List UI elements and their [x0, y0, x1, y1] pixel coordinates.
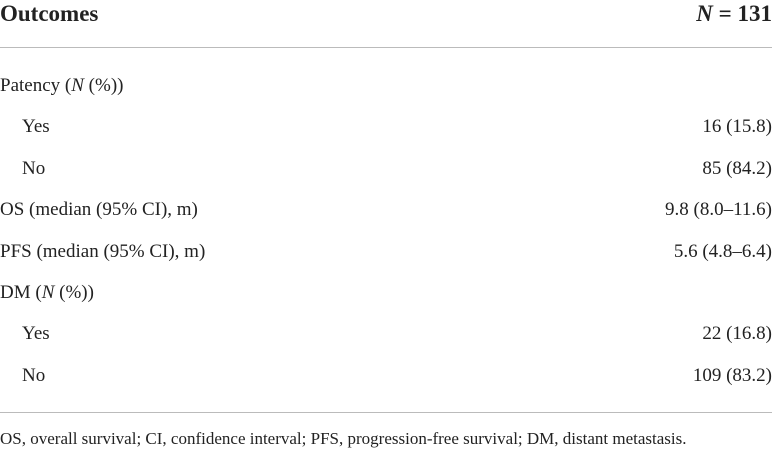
- row-label: Yes: [22, 116, 50, 138]
- row-value: 16 (15.8): [702, 116, 772, 138]
- table-body: Patency (N (%)) Yes 16 (15.8) No 85 (84.2) OS…: [0, 65, 772, 396]
- row-value: 109 (83.2): [692, 364, 772, 386]
- table-row: Patency (N (%)): [0, 65, 772, 106]
- footnote: OS, overall survival; CI, confidence int…: [0, 429, 687, 449]
- row-value: 85 (84.2): [702, 157, 772, 179]
- rule: [0, 412, 772, 414]
- row-value: 5.6 (4.8–6.4): [673, 240, 772, 262]
- header-cell: Outcomes: [0, 1, 99, 26]
- table-row: PFS (median (95% CI), m) 5.6 (4.8–6.4): [0, 231, 772, 272]
- table: Outcomes N = 131 Patency (N (%)) Yes 16 (1…: [0, 0, 772, 449]
- table-row: No 109 (83.2): [0, 355, 772, 396]
- row-label: Patency (N (%)): [0, 75, 124, 96]
- table-row: Yes 16 (15.8): [0, 106, 772, 147]
- row-value: 22 (16.8): [702, 323, 772, 345]
- table-row: OS (median (95% CI), m) 9.8 (8.0–11.6): [0, 189, 772, 230]
- row-value: 9.8 (8.0–11.6): [665, 199, 772, 221]
- header-cell: N = 131: [696, 1, 772, 26]
- row-label: PFS (median (95% CI), m): [0, 240, 206, 262]
- row-label: DM (N (%)): [0, 281, 94, 303]
- row-label: No: [22, 364, 46, 386]
- table-row: Yes 22 (16.8): [0, 313, 772, 354]
- row-label: Yes: [22, 323, 50, 345]
- table-row: DM (N (%)): [0, 272, 772, 313]
- row-label: OS (median (95% CI), m): [0, 199, 198, 221]
- table-row: No 85 (84.2): [0, 148, 772, 189]
- header-row: Outcomes N = 131: [0, 0, 772, 48]
- row-label: No: [22, 157, 46, 179]
